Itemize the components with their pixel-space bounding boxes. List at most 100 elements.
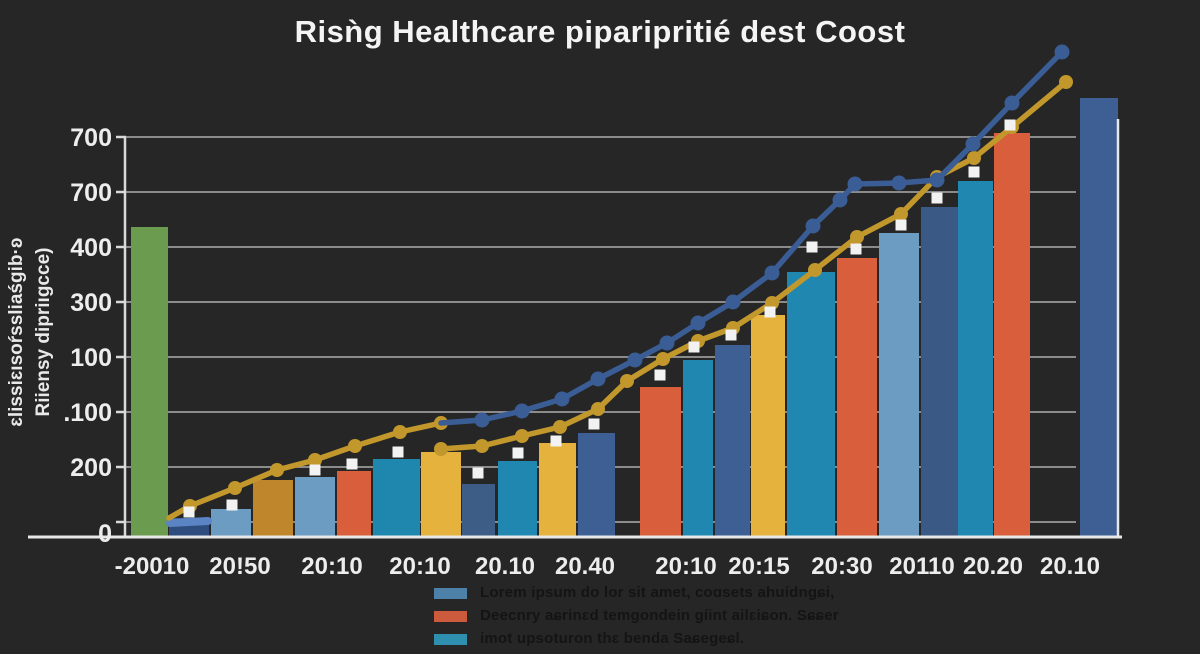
blue-line-marker <box>690 315 706 331</box>
white-square-marker <box>512 447 524 459</box>
blue-line-marker <box>1004 95 1020 111</box>
gold-line-right-marker <box>475 439 489 453</box>
x-tick-label: 20!50 <box>209 553 270 580</box>
white-square-marker <box>472 467 484 479</box>
white-square-marker <box>183 506 195 518</box>
blue-line-left-segment <box>166 517 212 527</box>
x-tick-label: 20.40 <box>555 553 615 580</box>
blue-line-marker <box>590 371 606 387</box>
legend-swatch-icon <box>434 610 467 622</box>
x-tick-label: -20010 <box>115 553 190 580</box>
blue-line-marker <box>965 136 981 152</box>
white-square-marker <box>764 306 776 318</box>
white-square-marker <box>588 418 600 430</box>
blue-line-marker <box>725 294 741 310</box>
white-square-marker <box>392 446 404 458</box>
blue-line-marker <box>891 175 907 191</box>
white-square-marker <box>654 369 666 381</box>
gold-line-right-marker <box>894 207 908 221</box>
gold-line-left-marker <box>348 439 362 453</box>
bar-22 <box>994 133 1030 537</box>
bar-3 <box>211 509 251 537</box>
bar-11 <box>539 443 576 537</box>
y-tick-label: 200 <box>70 454 112 482</box>
gold-line-left-marker <box>393 425 407 439</box>
y-tick-label: 400 <box>70 234 112 262</box>
white-square-marker <box>806 241 818 253</box>
bar-23 <box>1080 98 1118 537</box>
x-tick-label: 20:10 <box>655 553 716 580</box>
white-square-marker <box>850 243 862 255</box>
gold-line-right-marker <box>850 230 864 244</box>
chart-title: Risǹg Healthcare piparipritié dest Coost <box>294 14 906 49</box>
blue-line-marker <box>554 391 570 407</box>
x-tick-label: 20.20 <box>963 553 1023 580</box>
legend: Lorem ipsum do lor sit amet, coɑsets ahu… <box>434 584 839 654</box>
x-tick-label: 20.10 <box>1040 553 1100 580</box>
white-square-marker <box>309 464 321 476</box>
legend-item-2: Deecnry aɕrinɛd temgondein gíint ailɛiɕo… <box>434 607 839 624</box>
x-tick-label: 20:10 <box>301 553 362 580</box>
x-tick-label: 20:15 <box>728 553 789 580</box>
gold-line-left-marker <box>308 453 322 467</box>
legend-label: imot upsoturon thɛ benda Saɕegeɕl. <box>480 630 745 647</box>
gold-line-right-marker <box>515 429 529 443</box>
white-square-marker <box>688 341 700 353</box>
bar-14 <box>683 360 713 537</box>
bar-9 <box>462 484 495 537</box>
bar-5 <box>295 477 335 537</box>
bar-8 <box>421 452 461 537</box>
white-square-marker <box>725 329 737 341</box>
blue-line-marker <box>1054 44 1070 60</box>
blue-line-marker <box>627 352 643 368</box>
blue-line-marker <box>764 265 780 281</box>
y-tick-label: 700 <box>70 124 112 152</box>
x-tick-label: 20110 <box>889 553 954 580</box>
legend-item-1: Lorem ipsum do lor sit amet, coɑsets ahu… <box>434 584 839 601</box>
gold-line-right-marker <box>656 352 670 366</box>
bar-10 <box>498 461 537 537</box>
bar-15 <box>715 345 750 537</box>
bar-7 <box>373 459 420 537</box>
white-square-marker <box>346 458 358 470</box>
white-square-marker <box>931 192 943 204</box>
gold-line-right-marker <box>434 442 448 456</box>
gold-line-right-marker <box>808 263 822 277</box>
bar-21 <box>958 181 993 537</box>
white-square-marker <box>968 166 980 178</box>
x-tick-label: 20:10 <box>389 553 450 580</box>
blue-line-marker <box>929 172 945 188</box>
white-square-marker <box>1004 119 1016 131</box>
white-square-marker <box>895 219 907 231</box>
legend-swatch-icon <box>434 633 467 645</box>
gold-line-right-marker <box>553 420 567 434</box>
bar-4 <box>253 480 293 537</box>
blue-line-marker <box>832 192 848 208</box>
gold-line-right-marker <box>620 374 634 388</box>
y-tick-label: .100 <box>63 399 112 427</box>
blue-line-marker <box>514 403 530 419</box>
y-tick-label: 300 <box>70 289 112 317</box>
bar-20 <box>921 207 958 537</box>
gold-line-left-marker <box>270 463 284 477</box>
gold-line-left <box>166 420 444 521</box>
bar-19 <box>879 233 919 537</box>
gold-line-right-marker <box>967 151 981 165</box>
legend-swatch-icon <box>434 587 467 599</box>
bar-18 <box>837 258 877 537</box>
white-square-marker <box>226 499 238 511</box>
blue-line-marker <box>659 335 675 351</box>
y-tick-label: 100 <box>70 344 112 372</box>
gold-line-left-marker <box>228 481 242 495</box>
gold-line-right-marker <box>1059 75 1073 89</box>
blue-line-marker <box>847 176 863 192</box>
legend-label: Lorem ipsum do lor sit amet, coɑsets ahu… <box>480 584 835 601</box>
legend-label: Deecnry aɕrinɛd temgondein gíint ailɛiɕo… <box>480 607 839 624</box>
x-tick-label: 20.10 <box>475 553 535 580</box>
bar-1 <box>131 227 168 537</box>
bar-12 <box>578 433 615 537</box>
x-tick-label: 20:30 <box>811 553 872 580</box>
bar-17 <box>787 272 835 537</box>
blue-line-marker <box>805 218 821 234</box>
